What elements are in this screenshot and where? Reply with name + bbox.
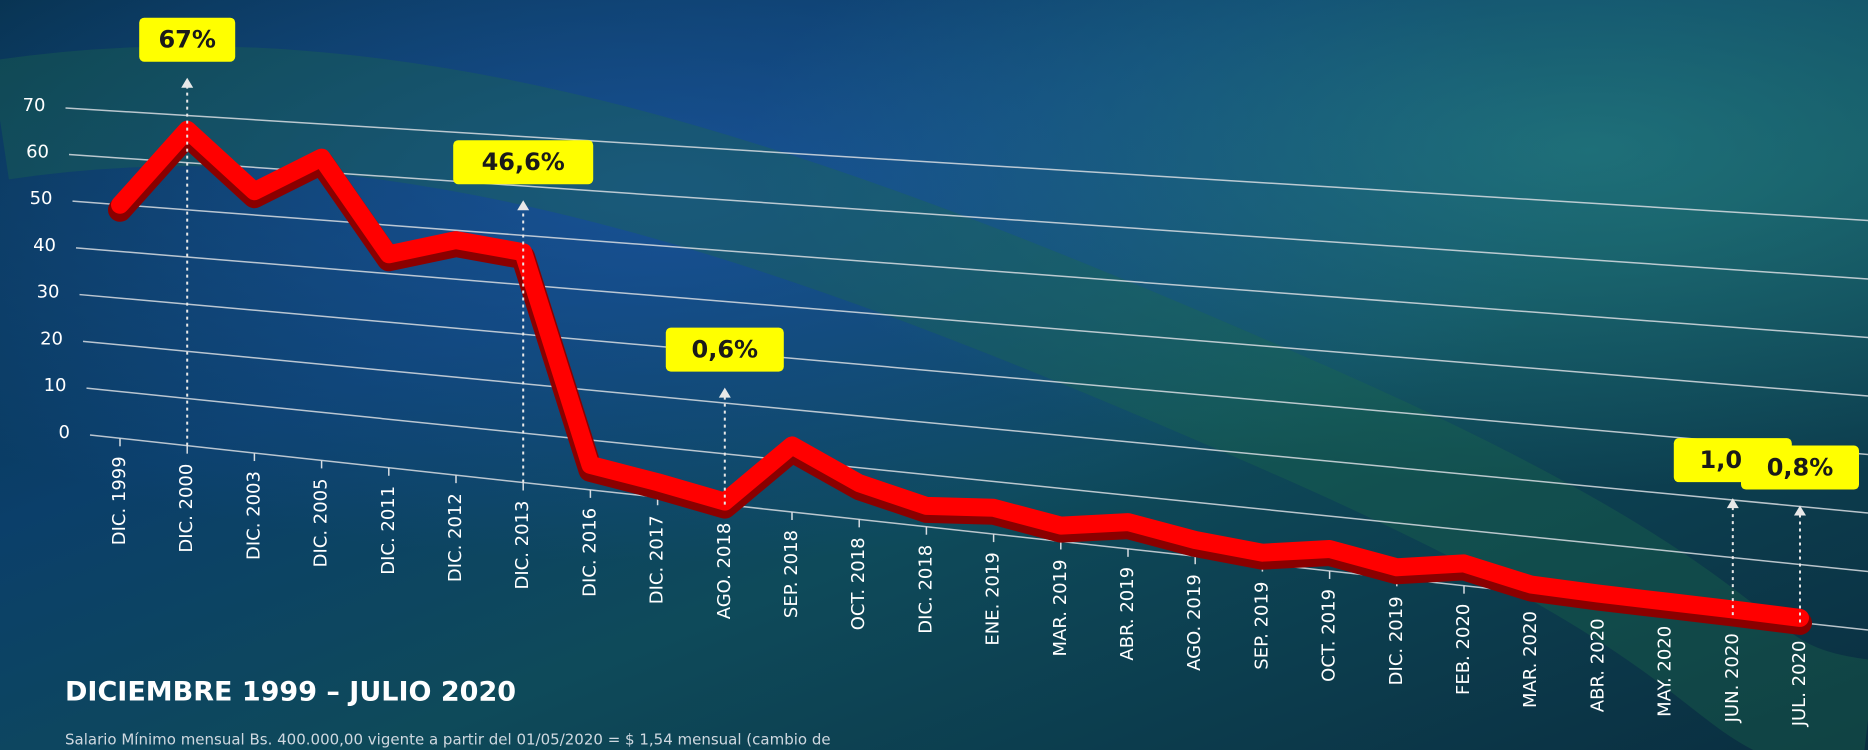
grid-line bbox=[75, 247, 1868, 397]
x-tick-label: MAR. 2019 bbox=[1050, 559, 1071, 656]
grid-line bbox=[65, 107, 1868, 222]
x-tick-label: ENE. 2019 bbox=[983, 552, 1004, 645]
x-tick-label: SEP. 2018 bbox=[781, 530, 802, 618]
annotation-arrowhead bbox=[1726, 498, 1739, 509]
grid-line bbox=[79, 293, 1868, 456]
x-tick-label: AGO. 2019 bbox=[1184, 574, 1205, 671]
y-tick-label: 70 bbox=[23, 95, 46, 116]
x-tick-label: DIC. 2013 bbox=[512, 501, 533, 590]
annotation-box bbox=[139, 17, 236, 62]
x-tick-label: DIC. 2003 bbox=[243, 471, 264, 560]
x-tick-label: JUL. 2020 bbox=[1789, 641, 1810, 728]
x-tick-label: OCT. 2018 bbox=[848, 537, 869, 630]
x-tick-label: DIC. 2005 bbox=[311, 478, 332, 567]
y-tick-label: 50 bbox=[30, 188, 53, 209]
annotation-arrowhead bbox=[718, 387, 731, 398]
x-tick-label: DIC. 2000 bbox=[176, 464, 197, 553]
x-tick-label: DIC. 2017 bbox=[647, 515, 668, 604]
value-label: 0,8% bbox=[1767, 454, 1834, 482]
x-tick-label: DIC. 2019 bbox=[1386, 596, 1407, 685]
annotation-box bbox=[453, 140, 594, 185]
x-tick-label: DIC. 2018 bbox=[915, 545, 936, 634]
y-tick-label: 20 bbox=[40, 328, 63, 349]
x-tick-label: ABR. 2019 bbox=[1117, 567, 1138, 661]
background-swoosh bbox=[0, 46, 1868, 750]
value-label: 46,6% bbox=[482, 148, 565, 176]
value-label: 67% bbox=[158, 26, 215, 54]
x-tick-label: JUN. 2020 bbox=[1722, 633, 1743, 723]
x-tick-label: AGO. 2018 bbox=[714, 523, 735, 620]
x-tick-label: ABR. 2020 bbox=[1587, 618, 1608, 712]
plot-area: 0 10 20 30 40 50 60 70 DIC. 1999 DIC. 2000 DIC. 20… bbox=[23, 17, 1868, 728]
annotation-arrowhead bbox=[181, 77, 194, 88]
chart-title: DICIEMBRE 1999 – JULIO 2020 bbox=[65, 677, 516, 708]
y-tick-label: 0 bbox=[59, 422, 70, 443]
grid-line bbox=[68, 153, 1868, 280]
grid-line bbox=[82, 340, 1868, 514]
x-tick-label: MAR. 2020 bbox=[1520, 611, 1541, 708]
x-tick-label: OCT. 2019 bbox=[1319, 589, 1340, 682]
annotation-box bbox=[1741, 445, 1859, 490]
value-label: 0,6% bbox=[692, 336, 759, 364]
footnote: Salario Mínimo mensual Bs. 400.000,00 vi… bbox=[65, 731, 831, 749]
x-tick-label: DIC. 2016 bbox=[579, 508, 600, 597]
x-tick-label: FEB. 2020 bbox=[1453, 604, 1474, 695]
x-tick-label: SEP. 2019 bbox=[1251, 582, 1272, 670]
x-tick-label: DIC. 1999 bbox=[109, 456, 130, 545]
grid-line bbox=[86, 387, 1868, 573]
data-line bbox=[111, 120, 1809, 627]
y-tick-label: 10 bbox=[44, 375, 67, 396]
annotation-arrowhead bbox=[517, 200, 530, 211]
y-tick-label: 60 bbox=[26, 142, 49, 163]
x-tick-label: MAY. 2020 bbox=[1655, 626, 1676, 717]
y-tick-label: 40 bbox=[33, 235, 56, 256]
y-tick-label: 30 bbox=[37, 282, 60, 303]
annotation-arrowhead bbox=[1794, 505, 1806, 516]
x-tick-label: DIC. 2012 bbox=[445, 493, 466, 582]
x-tick-label: DIC. 2011 bbox=[378, 486, 399, 575]
annotation-box bbox=[665, 327, 784, 372]
